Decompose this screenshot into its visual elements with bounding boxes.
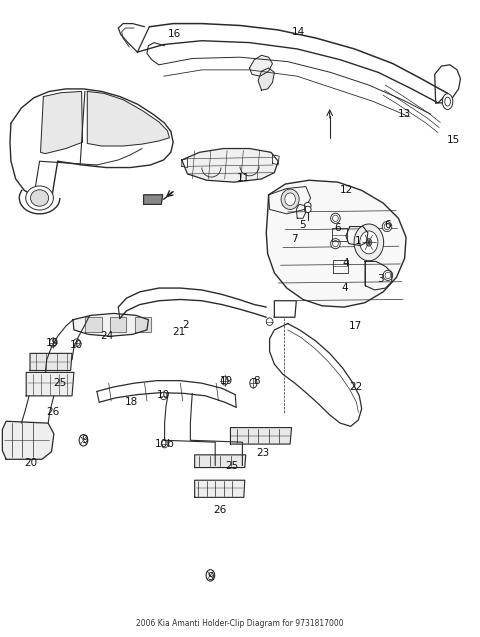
Ellipse shape: [73, 339, 80, 347]
Polygon shape: [346, 227, 368, 246]
Ellipse shape: [366, 239, 372, 246]
Ellipse shape: [26, 186, 53, 210]
Ellipse shape: [304, 206, 311, 213]
Polygon shape: [296, 204, 306, 218]
Ellipse shape: [333, 215, 338, 222]
Ellipse shape: [331, 213, 340, 224]
Polygon shape: [230, 427, 291, 444]
Text: 2006 Kia Amanti Holder-Clip Diagram for 9731817000: 2006 Kia Amanti Holder-Clip Diagram for …: [136, 619, 344, 628]
Ellipse shape: [331, 239, 340, 248]
Polygon shape: [250, 55, 273, 76]
Polygon shape: [134, 317, 151, 333]
Polygon shape: [85, 317, 102, 333]
Ellipse shape: [161, 440, 168, 448]
Ellipse shape: [383, 270, 393, 280]
Ellipse shape: [206, 569, 215, 581]
Ellipse shape: [443, 94, 453, 110]
Text: 5: 5: [300, 220, 306, 229]
Text: 20: 20: [24, 458, 37, 468]
Text: 16: 16: [168, 29, 181, 39]
Polygon shape: [266, 180, 406, 307]
Text: 13: 13: [398, 110, 411, 119]
Ellipse shape: [221, 376, 228, 385]
Text: 3: 3: [377, 274, 384, 284]
Text: 14: 14: [291, 27, 305, 37]
Polygon shape: [110, 317, 126, 333]
Polygon shape: [30, 354, 72, 371]
Text: 9: 9: [207, 572, 214, 582]
Polygon shape: [144, 195, 163, 204]
Text: 11: 11: [237, 173, 251, 183]
Ellipse shape: [354, 224, 384, 261]
Text: 10: 10: [157, 390, 170, 399]
Polygon shape: [332, 229, 348, 241]
Polygon shape: [333, 260, 348, 273]
Text: 24: 24: [101, 331, 114, 341]
Text: 2: 2: [182, 320, 189, 330]
Text: 26: 26: [213, 505, 227, 515]
Ellipse shape: [382, 222, 392, 232]
Text: 25: 25: [53, 378, 66, 388]
Polygon shape: [40, 92, 83, 154]
Polygon shape: [365, 261, 392, 290]
Ellipse shape: [285, 193, 295, 206]
Text: 7: 7: [291, 234, 298, 244]
Polygon shape: [2, 421, 54, 459]
Polygon shape: [258, 68, 275, 90]
Text: 1: 1: [355, 236, 361, 246]
Text: 10b: 10b: [155, 439, 174, 449]
Text: 25: 25: [225, 461, 238, 471]
Ellipse shape: [266, 318, 273, 326]
Ellipse shape: [79, 434, 88, 446]
Text: 6: 6: [384, 220, 391, 229]
Text: 23: 23: [256, 448, 270, 458]
Text: 21: 21: [172, 327, 186, 338]
Ellipse shape: [385, 272, 391, 278]
Polygon shape: [270, 324, 362, 426]
Ellipse shape: [360, 231, 378, 254]
Polygon shape: [435, 65, 460, 103]
Polygon shape: [73, 313, 148, 336]
Ellipse shape: [281, 189, 299, 210]
Polygon shape: [195, 480, 245, 497]
Text: 12: 12: [339, 185, 353, 196]
Text: 22: 22: [349, 382, 362, 392]
Polygon shape: [182, 159, 188, 168]
Text: 19: 19: [220, 376, 233, 385]
Text: 4: 4: [342, 283, 348, 293]
Ellipse shape: [250, 378, 257, 388]
Text: 10: 10: [70, 340, 84, 350]
Ellipse shape: [49, 338, 56, 347]
Ellipse shape: [384, 224, 390, 230]
Text: 6: 6: [335, 224, 341, 233]
Text: 8: 8: [253, 376, 260, 385]
Polygon shape: [269, 187, 311, 214]
Polygon shape: [273, 155, 279, 165]
Ellipse shape: [445, 97, 450, 106]
Text: 15: 15: [447, 134, 460, 145]
Text: 26: 26: [46, 408, 60, 417]
Ellipse shape: [304, 203, 311, 209]
Polygon shape: [195, 455, 246, 468]
Ellipse shape: [333, 241, 338, 247]
Polygon shape: [26, 373, 74, 396]
Ellipse shape: [31, 190, 48, 206]
Polygon shape: [182, 148, 278, 182]
Text: 19: 19: [46, 338, 60, 348]
Ellipse shape: [160, 392, 167, 399]
Text: 17: 17: [349, 321, 362, 331]
Polygon shape: [275, 301, 296, 317]
Polygon shape: [87, 92, 169, 146]
Text: 4: 4: [343, 258, 349, 268]
Text: 18: 18: [125, 397, 138, 407]
Text: 9: 9: [82, 435, 88, 445]
